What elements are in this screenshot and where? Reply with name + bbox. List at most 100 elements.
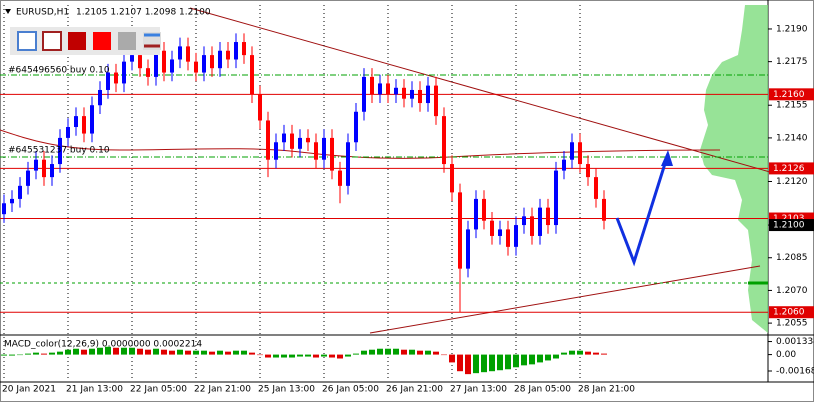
macd-bar [353,353,359,355]
macd-bar [81,349,87,355]
macd-bar [137,348,143,355]
x-tick-label: 28 Jan 05:00 [514,385,571,395]
macd-bar [417,350,423,355]
macd-bar [577,350,583,355]
candle-body [338,170,342,186]
price-label: 1.2100 [773,221,805,231]
macd-bar [345,354,351,357]
macd-bar [377,348,383,355]
y-tick-label: 1.2120 [776,177,808,187]
candle-body [370,76,374,95]
macd-bar [217,350,223,355]
macd-bar [569,350,575,355]
candle-body [2,203,6,215]
candle-body [298,137,302,149]
candle-body [498,229,502,236]
macd-bar [177,349,183,355]
y-tick-label: 0.00 [776,350,796,360]
macd-bar [505,354,511,370]
menu-triangle[interactable] [5,9,11,14]
y-tick-label: 1.2070 [776,286,808,296]
macd-bar [273,354,279,358]
candle-body [194,61,198,73]
candle-body [306,137,310,143]
macd-bar [201,350,207,355]
ohlc: 1.2105 1.2107 1.2098 1.2100 [76,8,211,18]
level-box [769,306,814,319]
candle-body [274,142,278,160]
y-tick-label: -0.00168 [776,367,814,377]
macd-bar [25,353,31,355]
trend-line [189,7,771,173]
color-button[interactable] [93,32,111,50]
candle-body [178,46,182,60]
candle-body [402,87,406,99]
y-tick-label: 0.001334 [776,337,814,347]
indicator-title: MACD_color(12,26,9) 0.0000000 0.0002214 [4,340,202,350]
candle-body [202,55,206,73]
candle-body [386,83,390,95]
candle-body [154,50,158,77]
x-tick-label: 22 Jan 21:00 [194,385,251,395]
macd-bar [497,354,503,371]
macd-bar [449,354,455,363]
candle-body [106,72,110,90]
arrow [615,153,670,267]
candle-body [418,89,422,104]
macd-bar [113,347,119,355]
candle-body [138,55,142,69]
candle-body [210,55,214,69]
macd-bar [465,354,471,375]
macd-bar [233,350,239,355]
level-label: 1.2160 [773,90,805,100]
macd-bar [601,353,607,355]
candle-body [458,192,462,269]
candle-body [426,85,430,104]
x-tick-label: 20 Jan 2021 [2,385,56,395]
order-label: #645496560 buy 0.10 [8,66,110,76]
y-tick-label: 1.2140 [776,133,808,143]
macd-bar [457,354,463,372]
candle-body [490,220,494,236]
macd-bar [329,354,335,358]
color-button[interactable] [42,31,62,51]
color-button[interactable] [118,32,136,50]
macd-bar [105,346,111,355]
candle-body [146,68,150,77]
candle-body [394,87,398,95]
candle-body [530,216,534,236]
macd-bar [529,354,535,365]
macd-bar [297,354,303,357]
macd-bar [129,347,135,355]
level-box [769,162,814,175]
candle-body [258,94,262,121]
x-tick-label: 25 Jan 13:00 [258,385,315,395]
macd-bar [313,354,319,358]
macd-bar [145,349,151,355]
symbol: EURUSD,H1 [16,8,69,18]
macd-bar [153,348,159,355]
color-button[interactable] [68,32,86,50]
macd-bar [561,352,567,355]
macd-bar [209,351,215,355]
macd-bar [161,349,167,355]
candle-body [218,50,222,69]
order-label: #645531237 buy 0.10 [8,146,110,156]
candle-body [594,177,598,199]
candle-body [58,137,62,165]
macd-bar [361,350,367,355]
macd-bar [225,351,231,355]
y-tick-label: 1.2175 [776,57,808,67]
volume-profile [700,5,768,333]
macd-bar [489,354,495,372]
candle-body [562,159,566,171]
candle-body [506,229,510,247]
candle-body [114,72,118,84]
macd-bar [121,347,127,355]
candle-body [50,164,54,178]
macd-bar [241,350,247,355]
candle-body [242,42,246,56]
color-button[interactable] [17,31,37,51]
candle-body [434,85,438,117]
macd-bar [593,352,599,355]
